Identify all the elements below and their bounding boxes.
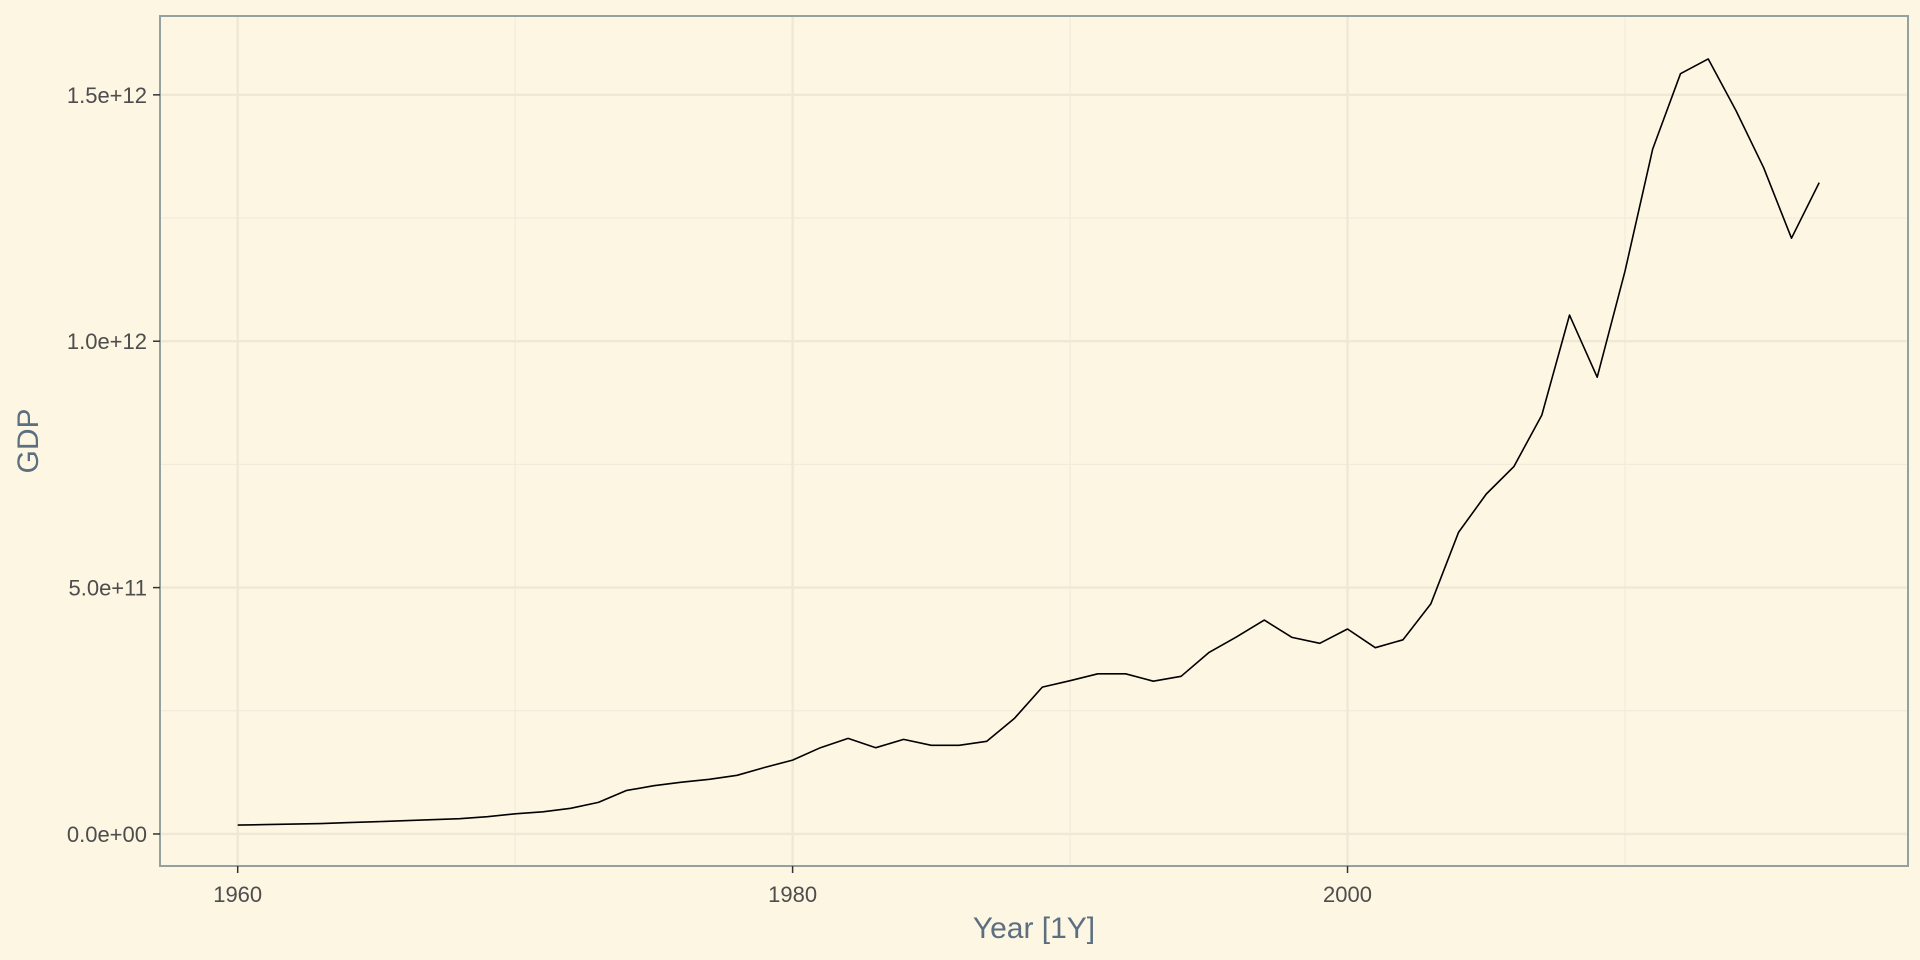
y-tick-label: 5.0e+11	[68, 576, 147, 601]
x-tick-label: 1980	[768, 882, 817, 907]
y-axis-title: GDP	[12, 408, 45, 473]
plot-panel-border	[159, 15, 1909, 867]
y-tick-label: 1.5e+12	[67, 83, 147, 108]
x-axis-ticks: 1960 1980 2000	[213, 866, 1372, 907]
x-tick-label: 1960	[213, 882, 262, 907]
series-line	[237, 58, 1820, 826]
x-axis-title: Year [1Y]	[973, 912, 1095, 945]
x-tick-label: 2000	[1323, 882, 1372, 907]
y-axis-ticks: 0.0e+00 5.0e+11 1.0e+12 1.5e+12	[67, 83, 160, 847]
minor-grid	[160, 16, 1908, 866]
major-grid	[160, 16, 1908, 866]
plot-panel-background	[160, 16, 1908, 866]
y-tick-label: 0.0e+00	[67, 822, 147, 847]
y-tick-label: 1.0e+12	[67, 329, 147, 354]
